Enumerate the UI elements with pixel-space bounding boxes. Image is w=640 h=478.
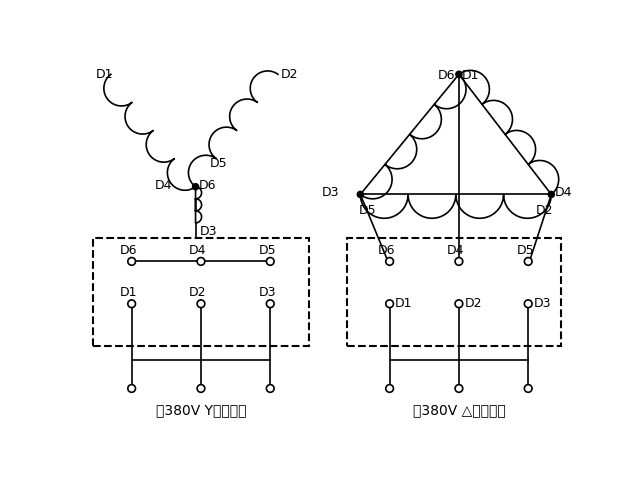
Text: D2: D2 [464,297,482,310]
Circle shape [524,300,532,308]
Circle shape [197,300,205,308]
Circle shape [524,258,532,265]
Text: D3: D3 [321,186,339,199]
Circle shape [266,300,274,308]
Text: ～380V △形接线法: ～380V △形接线法 [413,403,505,417]
Circle shape [193,184,198,190]
Text: D4: D4 [447,244,465,257]
Circle shape [386,258,394,265]
Text: D5: D5 [209,157,227,170]
Text: D2: D2 [536,204,554,217]
Circle shape [386,300,394,308]
Text: D4: D4 [189,244,207,257]
Circle shape [128,300,136,308]
Circle shape [455,385,463,392]
Text: D1: D1 [395,297,413,310]
Text: D2: D2 [189,286,207,300]
Text: D5: D5 [359,204,376,217]
Circle shape [386,385,394,392]
Circle shape [128,385,136,392]
Circle shape [455,258,463,265]
Text: D1: D1 [462,69,479,82]
Text: D1: D1 [95,68,113,81]
Text: D3: D3 [200,225,217,238]
Text: D1: D1 [120,286,138,300]
Circle shape [197,385,205,392]
Text: D3: D3 [259,286,276,300]
Text: D4: D4 [554,186,572,199]
Text: D6: D6 [437,69,455,82]
Circle shape [548,191,554,197]
Text: ～380V Y形接线法: ～380V Y形接线法 [156,403,246,417]
Circle shape [128,258,136,265]
Circle shape [266,258,274,265]
Circle shape [357,191,364,197]
Circle shape [266,385,274,392]
Bar [93,239,308,346]
Text: D5: D5 [259,244,276,257]
Text: D2: D2 [281,68,298,81]
Text: D6: D6 [198,179,216,192]
Circle shape [524,385,532,392]
Text: D5: D5 [516,244,534,257]
Text: D6: D6 [378,244,396,257]
Circle shape [456,71,462,77]
Text: D6: D6 [120,244,138,257]
Circle shape [197,258,205,265]
Bar [348,239,561,346]
Text: D3: D3 [534,297,551,310]
Text: D4: D4 [155,179,172,192]
Circle shape [455,300,463,308]
